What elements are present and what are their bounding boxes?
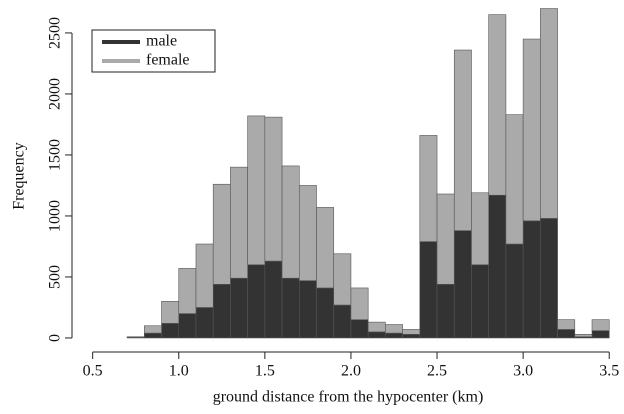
y-tick-label: 0: [47, 334, 64, 342]
bar: [505, 243, 524, 339]
bar: [212, 183, 231, 285]
bar: [574, 334, 593, 338]
y-tick-label: 1500: [47, 139, 64, 171]
bar: [453, 230, 472, 339]
bar: [402, 329, 421, 335]
bar: [385, 332, 403, 339]
y-tick-label: 500: [47, 265, 64, 289]
y-tick-label: 1000: [47, 200, 64, 232]
bar: [453, 49, 472, 231]
bar: [540, 218, 558, 339]
bar: [557, 329, 576, 339]
bar: [316, 207, 335, 289]
bar: [522, 220, 541, 339]
bar: [298, 280, 317, 339]
bar: [144, 332, 162, 339]
x-tick-label: 2.5: [427, 363, 447, 380]
bar: [419, 241, 438, 339]
bar: [419, 135, 438, 242]
bar: [436, 283, 455, 339]
bar: [488, 14, 507, 196]
bar: [385, 324, 403, 334]
bar: [316, 287, 335, 339]
bar: [144, 325, 162, 334]
bar: [178, 313, 197, 339]
bar: [557, 319, 576, 330]
bar: [522, 38, 541, 222]
bar: [281, 165, 300, 279]
legend-box: [91, 29, 216, 73]
y-axis-label: Frequency: [11, 142, 28, 210]
bar: [591, 330, 610, 339]
bar: [126, 336, 145, 338]
x-axis-label: ground distance from the hypocenter (km): [213, 389, 484, 406]
bar: [367, 321, 386, 333]
bar: [591, 319, 610, 331]
bar: [161, 323, 180, 339]
bar: [436, 193, 455, 285]
bar: [264, 116, 283, 262]
x-tick-label: 1.5: [255, 363, 275, 380]
y-tick-label: 2500: [47, 17, 64, 49]
x-tick-label: 3.0: [513, 363, 533, 380]
legend-label: female: [146, 52, 190, 69]
bar: [178, 268, 197, 314]
bar: [471, 264, 489, 339]
y-tick-label: 2000: [47, 78, 64, 110]
x-tick-label: 2.0: [341, 363, 361, 380]
bar: [230, 166, 248, 279]
bar: [247, 264, 266, 339]
bar: [488, 194, 507, 339]
bar: [298, 185, 317, 281]
x-tick-label: 3.5: [599, 363, 619, 380]
bar: [367, 331, 386, 339]
bar: [247, 115, 266, 266]
bar: [540, 8, 558, 219]
bar: [230, 277, 248, 339]
bar: [212, 283, 231, 339]
bar: [281, 277, 300, 339]
bar: [333, 253, 352, 306]
bar: [402, 334, 421, 339]
bar: [350, 319, 369, 339]
bar: [195, 307, 214, 339]
bar: [161, 301, 180, 324]
bar: [471, 192, 489, 266]
x-tick-label: 0.5: [83, 363, 103, 380]
bar: [505, 114, 524, 245]
x-tick-label: 1.0: [169, 363, 189, 380]
bar: [333, 304, 352, 339]
bar: [195, 243, 214, 308]
bar: [350, 287, 369, 320]
bar: [264, 260, 283, 339]
legend-label: male: [146, 33, 177, 50]
